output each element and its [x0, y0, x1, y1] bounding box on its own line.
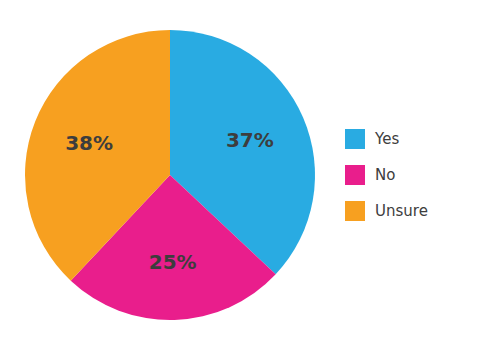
legend-label: No	[375, 166, 395, 184]
legend-swatch	[345, 165, 365, 185]
data-label: 25%	[149, 250, 197, 274]
data-label: 38%	[65, 131, 113, 155]
data-label: 37%	[226, 128, 274, 152]
slices	[25, 30, 315, 320]
pie-slice	[25, 30, 170, 281]
chart-container: 37% 25% 38% Yes No Unsure	[0, 0, 500, 350]
legend-label: Yes	[374, 130, 399, 148]
chart: 37% 25% 38% Yes No Unsure	[0, 0, 500, 350]
legend-label: Unsure	[375, 202, 428, 220]
legend-swatch	[345, 201, 365, 221]
data-labels: 37% 25% 38%	[65, 128, 274, 274]
legend-swatch	[345, 129, 365, 149]
legend: Yes No Unsure	[345, 129, 428, 221]
